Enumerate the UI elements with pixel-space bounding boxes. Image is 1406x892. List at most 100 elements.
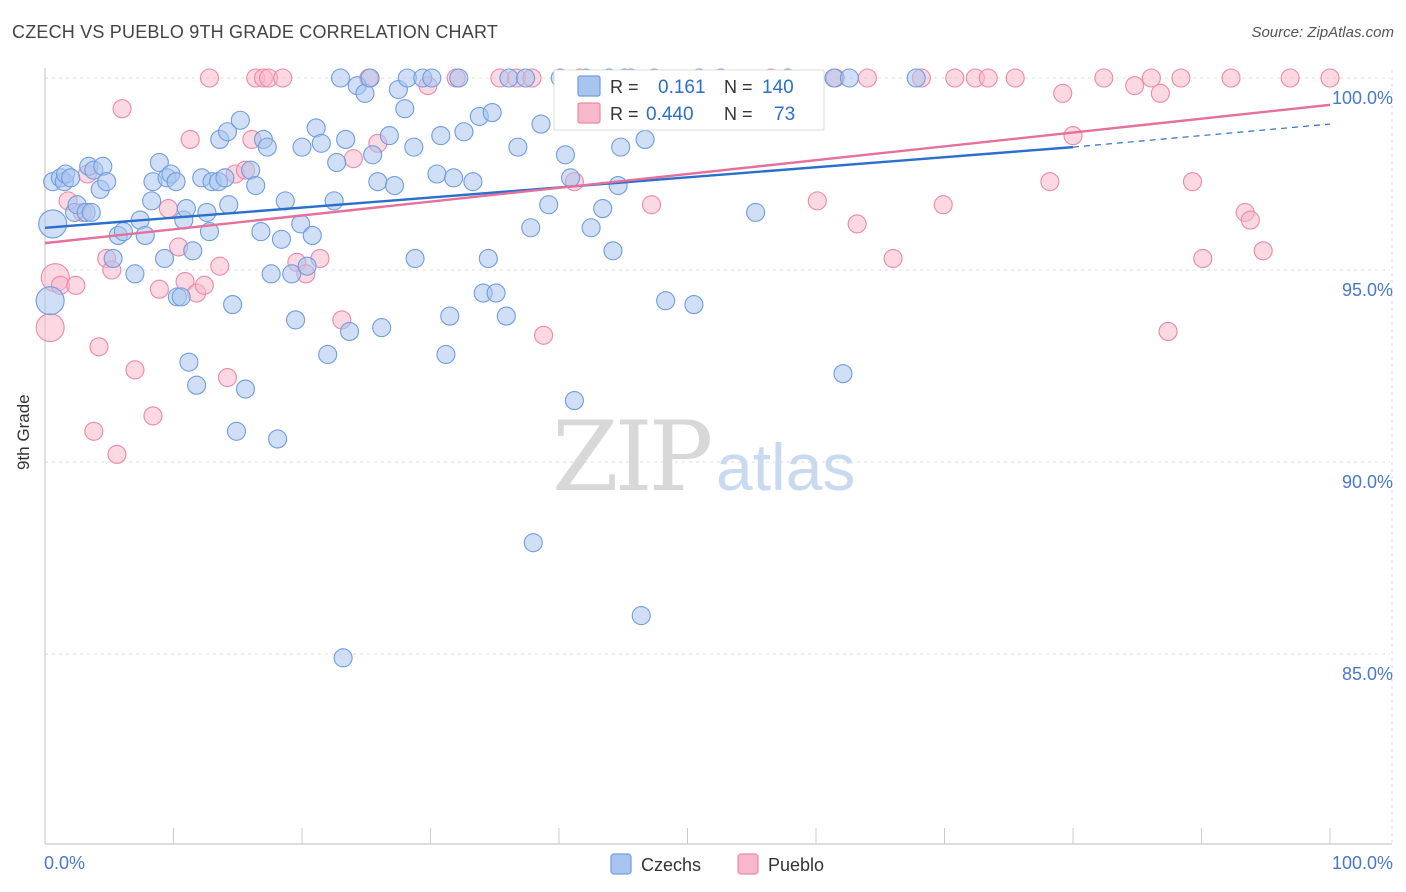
czechs-r-value: 0.161 [658, 77, 706, 98]
y-tick-label: 90.0% [1342, 472, 1393, 492]
pueblo-point [945, 68, 965, 88]
czech-point [251, 222, 271, 242]
czech-point [97, 172, 117, 192]
pueblo-trend-line [44, 103, 1331, 245]
czech-point [444, 168, 464, 188]
czech-point [135, 225, 155, 245]
czech-point [440, 306, 460, 326]
czech-point [482, 103, 502, 123]
chart-source: Source: ZipAtlas.com [1251, 24, 1394, 41]
czech-point [302, 225, 322, 245]
czech-point [384, 175, 405, 196]
pueblo-point [343, 149, 363, 169]
pueblo-point [933, 195, 953, 215]
czech-point [339, 321, 360, 341]
czech-point [327, 152, 347, 173]
pueblo-point [112, 99, 132, 119]
czechs-swatch [577, 75, 601, 97]
czech-point [555, 145, 575, 165]
czech-point [593, 199, 613, 219]
pueblo-point [807, 191, 827, 211]
czech-point [608, 175, 628, 196]
czech-point [561, 168, 581, 188]
czech-point [405, 248, 425, 269]
czech-point [449, 68, 469, 88]
chart-title: CZECH VS PUEBLO 9TH GRADE CORRELATION CH… [12, 22, 499, 42]
czech-point [282, 264, 302, 284]
pueblo-point [1221, 68, 1241, 88]
pueblo-point [1280, 68, 1300, 88]
czech-point [215, 168, 235, 188]
pueblo-point [199, 68, 220, 88]
pueblo-point [194, 275, 214, 295]
pueblo-point [847, 214, 867, 234]
czech-point [38, 209, 68, 239]
pueblo-point [1240, 210, 1260, 230]
pueblo-point [143, 406, 163, 426]
czech-point [235, 379, 256, 399]
czech-point [187, 375, 207, 395]
pueblo-point [1094, 68, 1114, 88]
pueblo-point [641, 195, 662, 215]
czech-point [539, 195, 559, 215]
czech-point [226, 421, 247, 441]
czech-point [508, 137, 528, 157]
czech-point [684, 295, 704, 315]
czech-point [275, 191, 295, 211]
pueblo-swatch [577, 102, 601, 124]
czech-point [431, 126, 451, 146]
pueblo-point [1320, 68, 1340, 88]
czech-point [142, 191, 162, 211]
czech-point [564, 391, 584, 411]
trend-layer [44, 103, 1331, 245]
pueblo-point [1158, 321, 1178, 341]
czech-point [906, 68, 926, 88]
czech-point [516, 68, 536, 88]
pueblo-point [1040, 172, 1060, 192]
y-tick-label: 85.0% [1342, 664, 1393, 684]
czech-point [478, 248, 498, 269]
czech-point [360, 68, 380, 88]
czech-point [297, 256, 317, 276]
czech-point [324, 191, 344, 211]
legend-pueblo-label: Pueblo [768, 855, 824, 875]
czech-point [35, 286, 65, 316]
pueblo-point [978, 68, 998, 88]
czech-point [179, 352, 199, 372]
czech-point [219, 195, 239, 215]
czech-point [336, 129, 356, 149]
czech-point [271, 229, 291, 249]
pueblo-n-value: 73 [774, 104, 795, 125]
czech-point [149, 152, 169, 173]
pueblo-point [1253, 241, 1273, 261]
czech-point [611, 137, 631, 157]
czech-point [454, 122, 474, 142]
czech-point [436, 344, 456, 365]
czech-point [422, 68, 442, 88]
pueblo-point [217, 367, 238, 388]
czechs-n-value: 140 [762, 77, 794, 98]
series-legend: Czechs Pueblo [610, 853, 824, 875]
czech-point [839, 68, 859, 88]
czechs-n-label: N = [724, 77, 753, 97]
pueblo-point [1063, 126, 1083, 146]
czech-point [486, 283, 506, 303]
pueblo-point [857, 68, 877, 88]
czech-point [257, 137, 277, 157]
pueblo-point [125, 360, 145, 380]
watermark: ZIP atlas [552, 401, 855, 513]
czech-point [372, 318, 392, 338]
pueblo-n-label: N = [724, 104, 753, 124]
pueblo-point [1053, 83, 1073, 103]
czech-point [125, 264, 145, 284]
czech-point [166, 172, 186, 192]
legend-czechs-label: Czechs [641, 855, 701, 875]
czech-point [223, 295, 243, 315]
pueblo-point [35, 313, 65, 343]
czech-point [176, 199, 196, 219]
czech-point [581, 218, 601, 238]
x-tick-label: 0.0% [44, 853, 85, 873]
czech-point [333, 648, 353, 668]
czech-point [318, 344, 338, 365]
